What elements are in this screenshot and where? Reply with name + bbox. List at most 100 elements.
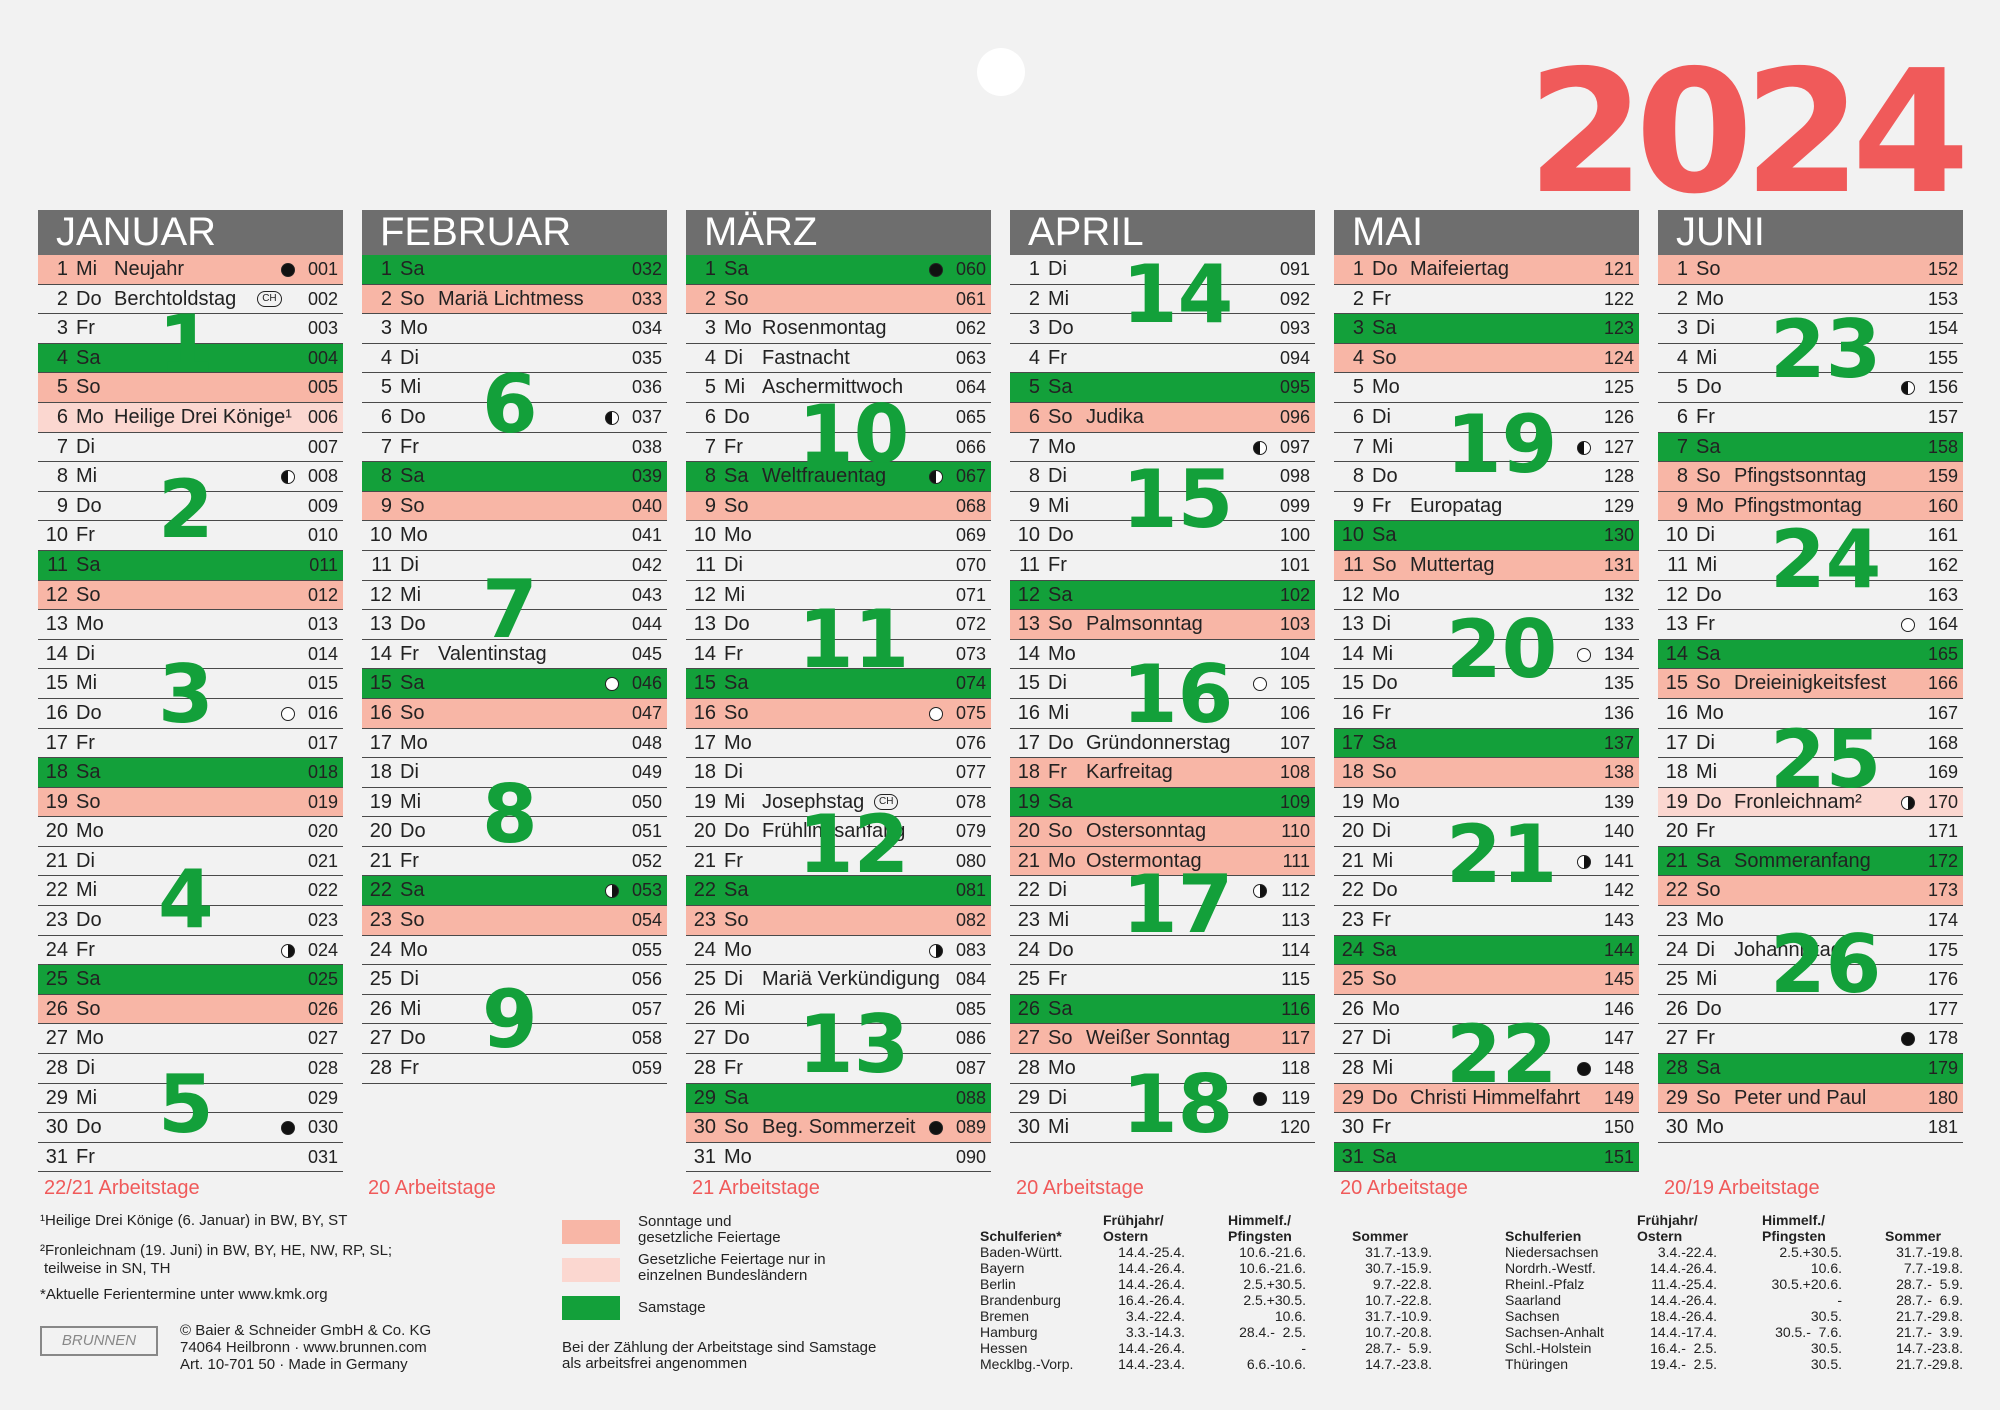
day-number: 17 [1665, 731, 1688, 754]
day-row: 26 Mi 085 [686, 995, 991, 1025]
day-number: 17 [1341, 731, 1364, 754]
working-days: 20 Arbeitstage [368, 1177, 496, 1199]
weekday: Mo [724, 317, 752, 340]
day-of-year: 158 [1927, 436, 1958, 457]
day-number: 3 [1028, 317, 1040, 340]
day-number: 9 [704, 494, 716, 517]
full-moon-icon [929, 706, 943, 721]
day-row: 30 Mo 181 [1658, 1113, 1963, 1143]
day-row: 29 Sa 088 [686, 1083, 991, 1114]
day-of-year: 118 [1281, 1058, 1310, 1079]
day-row: 15 Mi 015 [38, 669, 343, 699]
month-6: JUNI 1 So 152 2 Mo 153 3 Di 154 4 Mi 155 5 Do 156 6 Fr 157… [1658, 210, 1963, 1200]
day-row: 3 Do 093 [1010, 314, 1315, 344]
day-number: 1 [1352, 258, 1364, 280]
day-number: 7 [56, 435, 68, 458]
weekday: Fr [1696, 820, 1715, 843]
day-row: 29 Di 119 [1010, 1084, 1315, 1114]
weekday: Mi [724, 997, 746, 1020]
weekday: So [1696, 879, 1721, 902]
day-row: 13 Fr 164 [1658, 610, 1963, 640]
day-number: 5 [1028, 376, 1040, 399]
day-of-year: 109 [1279, 791, 1310, 812]
day-number: 19 [369, 790, 392, 813]
day-row: 8 Sa 039 [362, 462, 667, 492]
footnote-2b: teilweise in SN, TH [44, 1260, 171, 1277]
school-left-header-state: Schulferien* [980, 1228, 1062, 1244]
weekday: Mo [400, 731, 428, 754]
day-of-year: 074 [955, 673, 986, 694]
day-of-year: 079 [955, 821, 986, 842]
day-number: 16 [369, 701, 392, 724]
day-number: 25 [45, 968, 68, 991]
weekday: Do [76, 494, 102, 517]
day-number: 11 [1019, 553, 1040, 576]
day-of-year: 143 [1603, 910, 1634, 931]
day-of-year: 126 [1603, 406, 1634, 427]
footnote-3: *Aktuelle Ferientermine unter www.kmk.or… [40, 1286, 328, 1303]
day-of-year: 131 [1603, 554, 1634, 575]
day-of-year: 072 [955, 614, 986, 635]
day-of-year: 047 [631, 702, 662, 723]
day-row: 10 Di 161 [1658, 521, 1963, 551]
day-of-year: 010 [307, 525, 338, 546]
day-row: 6 Do 037 [362, 403, 667, 433]
day-number: 26 [45, 997, 68, 1020]
day-row: 19 Mi 050 [362, 788, 667, 818]
weekday: Mo [76, 613, 104, 636]
day-number: 10 [1017, 524, 1040, 547]
day-row: 3 Mo Rosenmontag 062 [686, 314, 991, 344]
day-row: 19 Sa 109 [1010, 787, 1315, 818]
day-row: 16 Mo 167 [1658, 699, 1963, 729]
day-of-year: 093 [1279, 318, 1310, 339]
day-row: 3 Mo 034 [362, 314, 667, 344]
weekday: Sa [724, 672, 749, 695]
weekday: So [1048, 820, 1073, 843]
imprint-text: © Baier & Schneider GmbH & Co. KG 74064 … [180, 1322, 432, 1373]
day-of-year: 036 [631, 377, 662, 398]
full-moon-icon [1901, 618, 1915, 633]
day-of-year: 070 [955, 554, 986, 575]
day-number: 24 [693, 938, 716, 961]
day-number: 19 [1341, 790, 1364, 813]
day-of-year: 071 [955, 584, 986, 605]
day-of-year: 164 [1927, 614, 1958, 635]
day-number: 26 [1017, 997, 1040, 1020]
day-row: 11 Mi 162 [1658, 551, 1963, 581]
day-row: 19 Mo 139 [1334, 788, 1639, 818]
weekday: Fr [724, 642, 743, 665]
day-number: 26 [369, 997, 392, 1020]
swiss-badge-icon: CH [874, 793, 899, 810]
weekday: So [724, 1116, 749, 1139]
day-of-year: 133 [1603, 614, 1634, 635]
weekday: Mo [1696, 494, 1724, 517]
weekday: Mi [724, 376, 746, 399]
weekday: Do [76, 909, 102, 932]
full-moon-icon [1253, 677, 1267, 692]
day-row: 23 Mo 174 [1658, 906, 1963, 936]
day-number: 19 [1017, 790, 1040, 813]
weekday: Mo [76, 1027, 104, 1050]
day-number: 18 [1017, 761, 1040, 784]
day-of-year: 160 [1927, 495, 1958, 516]
weekday: Fr [76, 731, 95, 754]
day-row: 20 Do 051 [362, 817, 667, 847]
school-right-summer: 31.7.-19.8. 7.7.-19.8. 28.7.- 5.9. 28.7.… [1896, 1244, 1963, 1372]
day-number: 14 [45, 642, 68, 665]
weekday: Mi [1372, 1057, 1394, 1080]
day-number: 22 [1665, 879, 1688, 902]
weekday: Mo [1696, 287, 1724, 310]
weekday: Fr [1696, 405, 1715, 428]
day-of-year: 110 [1281, 821, 1310, 842]
weekday: Sa [76, 346, 101, 369]
last-quarter-moon-icon [605, 410, 619, 425]
day-number: 3 [380, 317, 392, 340]
day-of-year: 076 [955, 732, 986, 753]
day-row: 24 Do 114 [1010, 936, 1315, 966]
day-of-year: 086 [955, 1028, 986, 1049]
weekday: Sa [76, 968, 101, 991]
day-row: 24 Di Johannistag 175 [1658, 936, 1963, 966]
holiday-name: Christi Himmelfahrt [1410, 1086, 1581, 1109]
day-of-year: 029 [307, 1087, 338, 1108]
weekday: So [1048, 613, 1073, 636]
